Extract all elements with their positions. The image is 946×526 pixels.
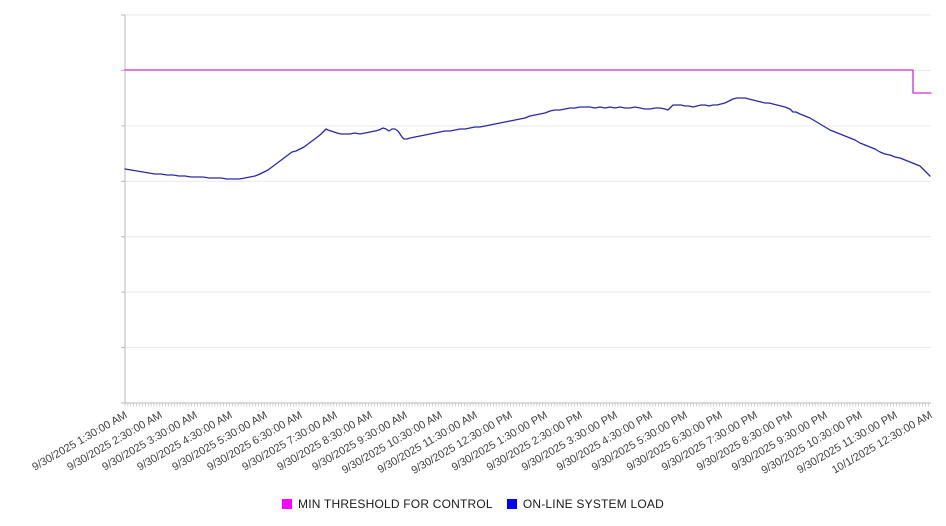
min-threshold-swatch-icon: [282, 499, 293, 509]
min-threshold-line: [124, 69, 932, 94]
chart-legend: MIN THRESHOLD FOR CONTROL ON-LINE SYSTEM…: [0, 497, 946, 511]
legend-label-min-threshold: MIN THRESHOLD FOR CONTROL: [298, 497, 493, 511]
legend-item-min-threshold[interactable]: MIN THRESHOLD FOR CONTROL: [282, 497, 493, 511]
online-system-load-line: [124, 97, 931, 180]
legend-label-online-system-load: ON-LINE SYSTEM LOAD: [522, 497, 664, 511]
legend-item-online-system-load[interactable]: ON-LINE SYSTEM LOAD: [506, 497, 664, 511]
online-system-load-swatch-icon: [506, 499, 517, 509]
